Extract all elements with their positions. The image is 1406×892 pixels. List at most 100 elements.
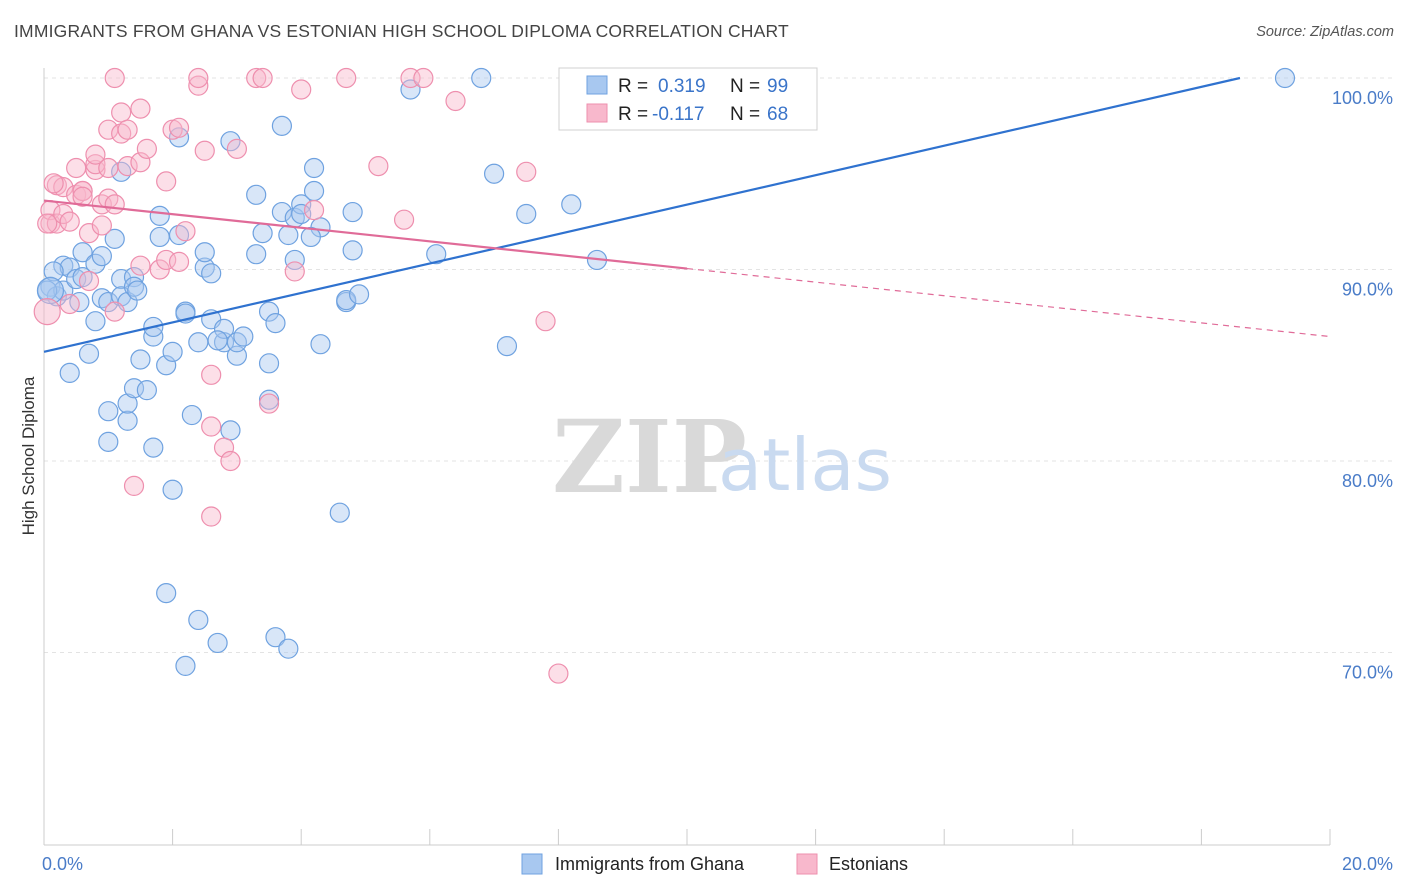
- point-ghana-34: [156, 583, 177, 604]
- point-estonians-7: [59, 293, 80, 315]
- point-estonians-25: [104, 194, 125, 215]
- point-ghana-82: [342, 240, 363, 261]
- point-ghana-21: [117, 410, 138, 431]
- legend-swatch-estonians: [586, 103, 608, 123]
- x-tick-label-0: 0.0%: [42, 854, 83, 874]
- x-tick-label-1: 20.0%: [1342, 854, 1393, 874]
- point-ghana-44: [188, 332, 209, 353]
- point-ghana-75: [303, 157, 325, 179]
- point-ghana-45: [188, 609, 209, 631]
- point-ghana-27: [130, 349, 151, 370]
- point-ghana-8: [72, 267, 93, 288]
- trend-lines: [43, 76, 1331, 353]
- point-estonians-39: [168, 117, 190, 138]
- point-ghana-69: [278, 638, 299, 659]
- point-estonians-66: [37, 213, 58, 234]
- point-estonians-58: [368, 155, 389, 177]
- point-estonians-41: [175, 221, 196, 242]
- point-ghana-88: [496, 336, 518, 357]
- y-tick-label-0: 100.0%: [1332, 88, 1393, 108]
- legend-r-label-ghana: R =: [618, 76, 648, 97]
- point-ghana-63: [258, 301, 280, 322]
- trend-line-dashed-estonians: [686, 267, 1331, 338]
- point-ghana-46: [194, 257, 215, 278]
- point-ghana-92: [1274, 67, 1296, 89]
- point-estonians-32: [130, 152, 151, 173]
- data-points: [33, 67, 1296, 684]
- point-ghana-83: [348, 284, 370, 305]
- point-estonians-63: [516, 161, 537, 182]
- point-estonians-33: [130, 98, 151, 119]
- point-estonians-43: [188, 67, 209, 89]
- watermark: ZIP atlas: [552, 398, 892, 516]
- point-estonians-67: [43, 173, 64, 194]
- y-tick-label-3: 70.0%: [1342, 663, 1393, 683]
- point-ghana-53: [220, 420, 241, 441]
- point-estonians-46: [201, 416, 222, 437]
- point-ghana-89: [516, 203, 537, 225]
- point-ghana-84: [400, 79, 421, 100]
- legend-box: R = 0.319 N = 99 R = -0.117 N = 68: [558, 67, 818, 131]
- point-ghana-28: [136, 380, 157, 401]
- point-estonians-29: [117, 155, 138, 177]
- point-estonians-50: [226, 138, 247, 159]
- point-ghana-50: [207, 632, 228, 654]
- point-ghana-49: [201, 263, 222, 284]
- point-ghana-87: [484, 163, 505, 184]
- y-tick-label-1: 90.0%: [1342, 280, 1393, 300]
- point-estonians-27: [111, 102, 132, 123]
- point-ghana-9: [78, 343, 100, 364]
- point-ghana-70: [284, 249, 305, 271]
- point-ghana-35: [156, 355, 177, 376]
- point-estonians-36: [156, 171, 177, 192]
- bottom-legend-swatch-estonians: [796, 853, 818, 875]
- point-ghana-61: [258, 353, 280, 374]
- point-ghana-11: [85, 311, 106, 332]
- point-ghana-74: [303, 180, 325, 202]
- point-estonians-8: [66, 157, 87, 179]
- point-ghana-57: [233, 326, 254, 347]
- watermark-atlas: atlas: [718, 423, 892, 507]
- point-estonians-49: [220, 450, 241, 472]
- watermark-zip: ZIP: [552, 398, 747, 516]
- point-estonians-51: [246, 67, 267, 89]
- bottom-legend-label-estonians: Estonians: [829, 854, 908, 874]
- point-ghana-39: [168, 224, 190, 246]
- legend-r-label-estonians: R =: [618, 104, 648, 125]
- point-ghana-65: [265, 627, 286, 648]
- point-ghana-90: [561, 194, 582, 215]
- point-estonians-52: [252, 67, 273, 89]
- point-estonians-53: [258, 393, 280, 414]
- point-estonians-55: [291, 79, 312, 100]
- axes: [43, 68, 1331, 846]
- point-ghana-97: [300, 226, 321, 248]
- point-estonians-14: [78, 270, 100, 292]
- point-estonians-37: [156, 249, 177, 271]
- point-ghana-60: [252, 223, 273, 244]
- point-ghana-68: [278, 224, 299, 246]
- y-axis-label: High School Diploma: [19, 376, 38, 535]
- legend-n-value-ghana: 99: [767, 76, 788, 97]
- point-ghana-64: [265, 313, 286, 334]
- big-point-1: [33, 298, 61, 326]
- point-estonians-23: [104, 301, 125, 322]
- point-ghana-66: [271, 115, 293, 136]
- point-estonians-62: [445, 90, 466, 112]
- point-ghana-47: [194, 242, 215, 263]
- point-estonians-65: [548, 663, 569, 684]
- bottom-legend-swatch-ghana: [521, 853, 543, 875]
- point-estonians-18: [91, 215, 112, 236]
- point-estonians-30: [123, 475, 145, 496]
- point-estonians-40: [168, 251, 190, 272]
- legend-r-value-ghana: 0.319: [658, 76, 706, 97]
- point-ghana-81: [342, 201, 363, 223]
- point-ghana-30: [143, 437, 164, 458]
- point-ghana-73: [291, 203, 312, 225]
- grid-lines: [44, 77, 1395, 653]
- point-estonians-24: [104, 67, 125, 89]
- point-estonians-31: [130, 255, 151, 276]
- y-tick-label-2: 80.0%: [1342, 471, 1393, 491]
- bottom-legend-label-ghana: Immigrants from Ghana: [555, 854, 745, 874]
- point-estonians-13: [78, 223, 100, 244]
- point-ghana-85: [426, 244, 447, 265]
